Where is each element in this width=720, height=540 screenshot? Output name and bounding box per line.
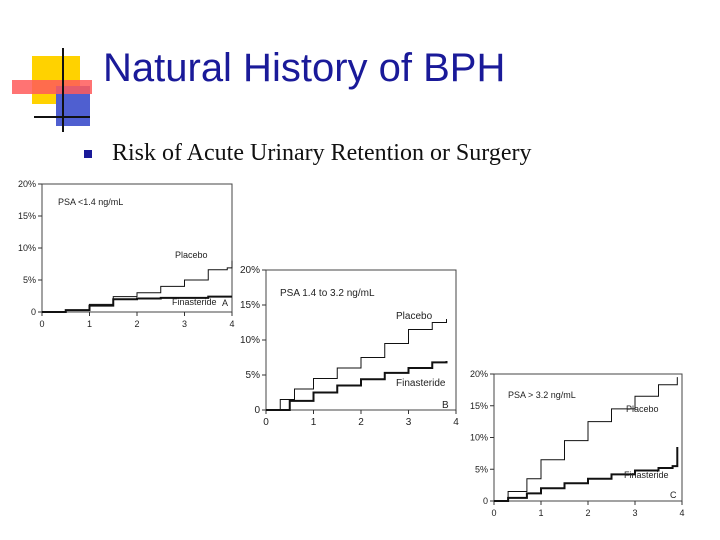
y-tick-label: 10% — [470, 433, 488, 443]
x-tick-label: 4 — [453, 417, 459, 428]
series-line-placebo — [494, 377, 678, 502]
x-tick-label: 1 — [538, 508, 543, 518]
x-tick-label: 0 — [39, 319, 44, 329]
series-line-finasteride — [266, 361, 448, 411]
x-tick-label: 3 — [406, 417, 412, 428]
panel-label: A — [222, 298, 228, 308]
panel-label: B — [442, 400, 449, 411]
series-label-placebo: Placebo — [626, 404, 659, 414]
y-tick-label: 15% — [240, 300, 260, 311]
decor-horizontal-line — [34, 116, 90, 118]
y-tick-label: 15% — [470, 401, 488, 411]
x-tick-label: 2 — [358, 417, 364, 428]
series-line-finasteride — [42, 295, 232, 313]
y-tick-label: 20% — [240, 265, 260, 276]
y-tick-label: 10% — [240, 335, 260, 346]
x-tick-label: 4 — [679, 508, 684, 518]
y-tick-label: 5% — [23, 275, 36, 285]
y-tick-label: 0 — [483, 496, 488, 506]
chart-annotation: PSA > 3.2 ng/mL — [508, 390, 576, 400]
chart-panel-b: 0 5% 10% 15% 20% 0 1 2 3 4 Placebo Finasteride PSA 1… — [240, 265, 459, 428]
y-tick-label: 15% — [18, 211, 36, 221]
y-tick-label: 0 — [31, 307, 36, 317]
series-label-placebo: Placebo — [396, 311, 433, 322]
decor-red-bar — [12, 80, 92, 94]
x-tick-label: 3 — [632, 508, 637, 518]
y-tick-label: 20% — [470, 369, 488, 379]
chart-annotation: PSA <1.4 ng/mL — [58, 197, 123, 207]
y-tick-label: 20% — [18, 179, 36, 189]
series-label-finasteride: Finasteride — [396, 378, 446, 389]
chart-panel-a: 0 5% 10% 15% 20% 0 1 2 3 4 Placebo Finasteride PSA <… — [18, 179, 235, 329]
x-tick-label: 4 — [229, 319, 234, 329]
y-tick-label: 5% — [475, 464, 488, 474]
chart-annotation: PSA 1.4 to 3.2 ng/mL — [280, 288, 375, 299]
y-tick-label: 0 — [254, 405, 260, 416]
x-tick-label: 0 — [491, 508, 496, 518]
bullet-marker — [84, 150, 92, 158]
series-label-finasteride: Finasteride — [172, 297, 217, 307]
panel-label: C — [670, 490, 677, 500]
chart-panel-c: 0 5% 10% 15% 20% 0 1 2 3 4 Placebo Finasteride PSA >… — [470, 369, 685, 518]
y-tick-label: 5% — [246, 370, 261, 381]
x-tick-label: 1 — [87, 319, 92, 329]
y-tick-label: 10% — [18, 243, 36, 253]
bullet-text: Risk of Acute Urinary Retention or Surge… — [112, 140, 532, 166]
slide-title: Natural History of BPH — [103, 46, 506, 90]
series-label-placebo: Placebo — [175, 250, 208, 260]
series-line-finasteride — [494, 447, 679, 502]
series-line-placebo — [266, 319, 447, 411]
x-tick-label: 3 — [182, 319, 187, 329]
x-tick-label: 1 — [311, 417, 317, 428]
x-tick-label: 2 — [134, 319, 139, 329]
decor-vertical-line — [62, 48, 64, 132]
series-label-finasteride: Finasteride — [624, 470, 669, 480]
x-tick-label: 2 — [585, 508, 590, 518]
x-tick-label: 0 — [263, 417, 269, 428]
